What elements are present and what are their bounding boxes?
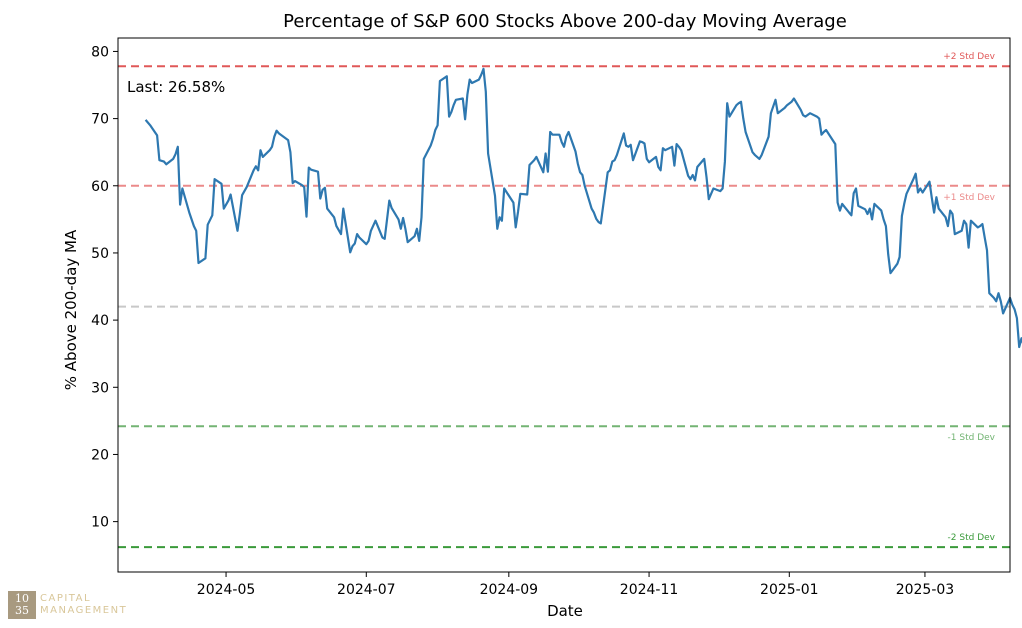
plot-area: +2 Std Dev +1 Std Dev -1 Std Dev -2 Std Dev… <box>91 37 1022 598</box>
y-tick-label: 50 <box>91 246 109 262</box>
last-value-label: Last: 26.58% <box>127 78 225 96</box>
y-tick-label: 20 <box>91 447 109 463</box>
y-tick-label: 10 <box>91 515 109 531</box>
logo-mark: 10 35 <box>8 591 36 619</box>
logo-line-2: MANAGEMENT <box>40 605 128 616</box>
y-tick-label: 30 <box>91 380 109 396</box>
plot-frame <box>117 37 1011 573</box>
y-axis-label: % Above 200-day MA <box>62 229 80 390</box>
logo-text: CAPITAL MANAGEMENT <box>40 593 127 617</box>
series-line-0 <box>144 67 1022 349</box>
x-tick-label: 2024-07 <box>337 582 396 598</box>
x-axis-label: Date <box>547 602 583 620</box>
y-tick-label: 80 <box>91 44 109 60</box>
logo-mark-top: 10 <box>15 592 29 605</box>
y-tick-label: 40 <box>91 313 109 329</box>
ref-line-label: -2 Std Dev <box>948 533 996 543</box>
x-tick-label: 2024-05 <box>197 582 256 598</box>
company-logo: 10 35 CAPITAL MANAGEMENT <box>8 591 138 621</box>
ref-line-label: +2 Std Dev <box>943 52 995 62</box>
logo-mark-bottom: 35 <box>15 604 29 617</box>
x-tick-label: 2025-03 <box>896 582 955 598</box>
ref-line-label: +1 Std Dev <box>943 193 995 203</box>
x-tick-label: 2025-01 <box>760 582 819 598</box>
x-tick-label: 2024-11 <box>620 582 679 598</box>
x-tick-label: 2024-09 <box>480 582 539 598</box>
logo-line-1: CAPITAL <box>40 593 92 604</box>
ref-line-label: -1 Std Dev <box>948 433 996 443</box>
y-tick-label: 60 <box>91 179 109 195</box>
chart-title: Percentage of S&P 600 Stocks Above 200-d… <box>283 11 847 32</box>
y-tick-label: 70 <box>91 112 109 128</box>
